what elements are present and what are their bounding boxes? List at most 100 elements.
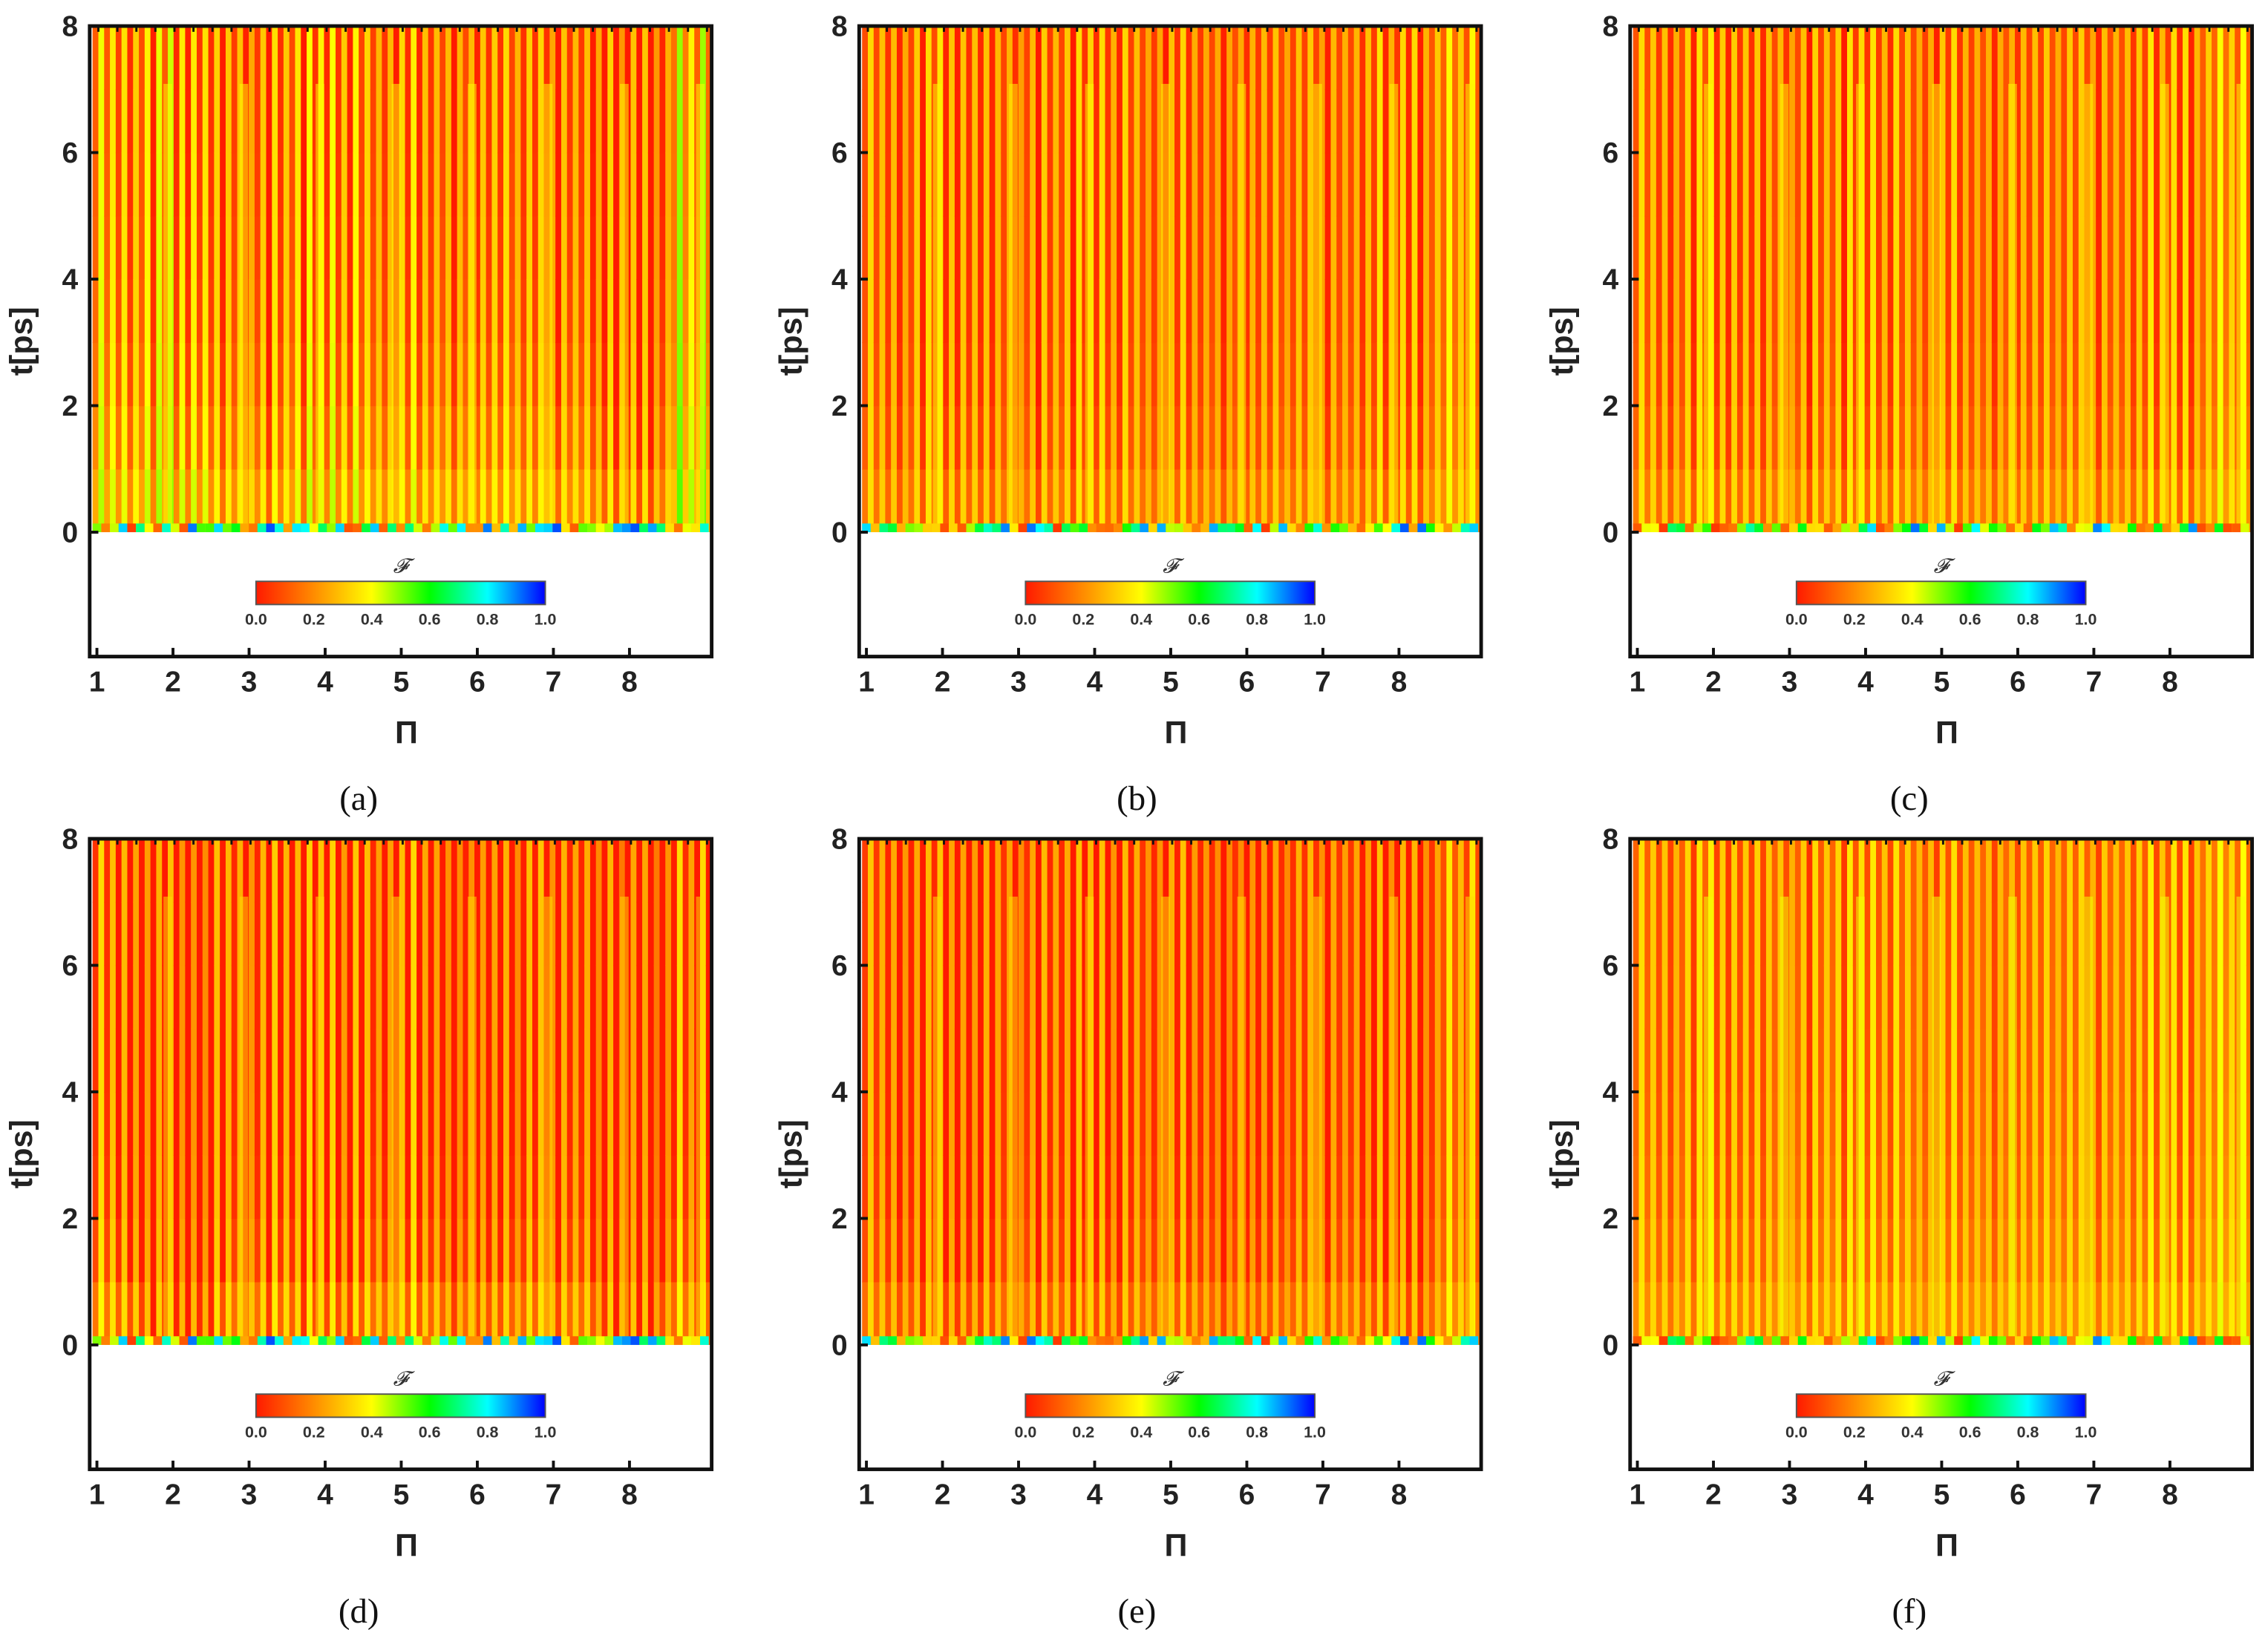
heatmap-cell — [1679, 26, 1686, 91]
heatmap-cell — [1197, 965, 1204, 1030]
heatmap-cell — [1957, 342, 1964, 407]
heatmap-cell — [272, 89, 278, 154]
heatmap-cell — [1382, 342, 1389, 407]
heatmap-cell — [1330, 902, 1337, 966]
heatmap-cell — [144, 26, 151, 91]
heatmap-cell — [1197, 1218, 1204, 1283]
heatmap-cell — [601, 215, 608, 280]
heatmap-cell — [902, 1218, 909, 1283]
heatmap-cell — [139, 1281, 146, 1346]
heatmap-cell — [422, 1028, 429, 1093]
heatmap-cell — [1342, 902, 1349, 966]
heatmap-cell — [966, 26, 973, 91]
heatmap-cell — [1318, 1028, 1326, 1093]
heatmap-cell — [1423, 405, 1430, 470]
heatmap-cell — [1684, 342, 1692, 407]
heatmap-cell — [1359, 1155, 1366, 1220]
heatmap-cell — [260, 1091, 267, 1156]
heatmap-cell — [225, 1028, 232, 1093]
heatmap-cell — [1347, 215, 1355, 280]
heatmap-cell — [595, 839, 603, 903]
heatmap-cell — [480, 279, 487, 344]
heatmap-cell — [549, 26, 556, 91]
heatmap-cell — [289, 215, 296, 280]
heatmap-cell — [353, 468, 359, 533]
heatmap-baseline-cell — [2154, 523, 2163, 532]
heatmap-cell — [2078, 26, 2085, 91]
heatmap-cell — [220, 902, 226, 966]
heatmap-cell — [376, 1281, 382, 1346]
heatmap-cell — [260, 405, 267, 470]
heatmap-cell — [1099, 405, 1106, 470]
heatmap-cell — [891, 1155, 898, 1220]
heatmap-cell — [503, 1155, 510, 1220]
heatmap-cell — [1255, 1218, 1262, 1283]
heatmap-cell — [1284, 342, 1291, 407]
heatmap-cell — [422, 342, 429, 407]
heatmap-cell — [260, 215, 267, 280]
heatmap-cell — [595, 1155, 603, 1220]
heatmap-cell — [324, 342, 330, 407]
heatmap-cell — [1215, 468, 1221, 533]
heatmap-cell — [1307, 89, 1314, 154]
heatmap-cell — [1169, 152, 1175, 217]
heatmap-cell — [503, 342, 510, 407]
heatmap-cell — [1272, 1155, 1279, 1220]
heatmap-cell — [376, 1155, 382, 1220]
heatmap-cell — [2026, 405, 2033, 470]
heatmap-cell — [1117, 468, 1123, 533]
heatmap-cell — [457, 89, 464, 154]
heatmap-cell — [613, 965, 620, 1030]
heatmap-cell — [1411, 405, 1418, 470]
heatmap-cell — [139, 152, 146, 217]
heatmap-cell — [237, 839, 244, 903]
heatmap-cell — [1719, 405, 1726, 470]
heatmap-cell — [1371, 342, 1378, 407]
heatmap-cell — [2206, 468, 2212, 533]
heatmap-cell — [1157, 965, 1164, 1030]
heatmap-cell — [1099, 215, 1106, 280]
heatmap-cell — [1024, 468, 1030, 533]
heatmap-cell — [960, 342, 967, 407]
heatmap-baseline-cell — [422, 1336, 431, 1345]
heatmap-cell — [133, 902, 140, 966]
heatmap-cell — [388, 839, 394, 903]
band-separator — [391, 896, 401, 1345]
heatmap-cell — [925, 902, 932, 966]
heatmap-cell — [156, 26, 163, 91]
heatmap-cell — [1411, 152, 1418, 217]
heatmap-cell — [1070, 1281, 1077, 1346]
heatmap-cell — [1232, 1218, 1239, 1283]
heatmap-baseline-cell — [1460, 1336, 1470, 1345]
heatmap-cell — [925, 26, 932, 91]
heatmap-cell — [1278, 902, 1285, 966]
heatmap-cell — [671, 152, 678, 217]
heatmap-cell — [943, 152, 950, 217]
heatmap-cell — [613, 405, 620, 470]
heatmap-cell — [2177, 26, 2183, 91]
heatmap-cell — [2188, 26, 2195, 91]
heatmap-cell — [168, 839, 174, 903]
heatmap-cell — [960, 468, 967, 533]
heatmap-cell — [636, 902, 643, 966]
heatmap-cell — [1284, 468, 1291, 533]
heatmap-cell — [1169, 26, 1175, 91]
heatmap-cell — [925, 468, 932, 533]
heatmap-cell — [208, 342, 215, 407]
heatmap-cell — [1893, 26, 1900, 91]
heatmap-cell — [497, 1028, 504, 1093]
heatmap-cell — [1064, 902, 1071, 966]
heatmap-cell — [98, 89, 105, 154]
heatmap-baseline-cell — [949, 523, 958, 532]
heatmap-cell — [960, 26, 967, 91]
heatmap-cell — [2200, 152, 2206, 217]
heatmap-cell — [196, 965, 203, 1030]
heatmap-cell — [1036, 279, 1042, 344]
heatmap-cell — [301, 1091, 307, 1156]
heatmap-cell — [486, 26, 493, 91]
heatmap-cell — [179, 152, 186, 217]
heatmap-cell — [1307, 279, 1314, 344]
heatmap-cell — [1962, 215, 1970, 280]
heatmap-cell — [196, 902, 203, 966]
heatmap-cell — [1731, 152, 1738, 217]
